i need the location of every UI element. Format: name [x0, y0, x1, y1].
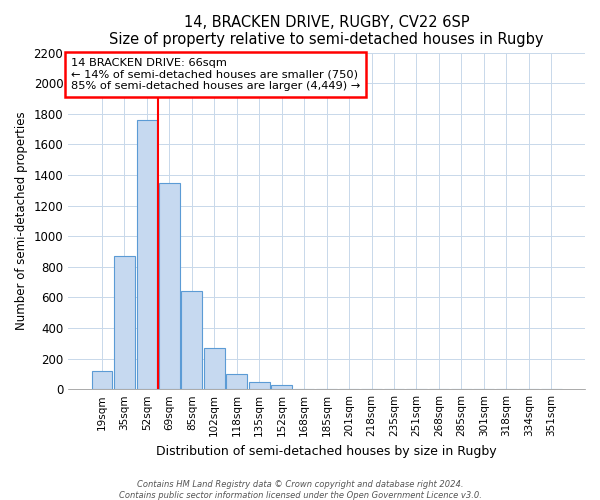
Bar — [114, 256, 135, 389]
Title: 14, BRACKEN DRIVE, RUGBY, CV22 6SP
Size of property relative to semi-detached ho: 14, BRACKEN DRIVE, RUGBY, CV22 6SP Size … — [109, 15, 544, 48]
Bar — [249, 382, 269, 389]
X-axis label: Distribution of semi-detached houses by size in Rugby: Distribution of semi-detached houses by … — [156, 444, 497, 458]
Bar — [204, 348, 224, 389]
Bar — [181, 290, 202, 389]
Bar — [226, 374, 247, 389]
Bar — [92, 371, 112, 389]
Bar — [159, 182, 179, 389]
Text: Contains HM Land Registry data © Crown copyright and database right 2024.
Contai: Contains HM Land Registry data © Crown c… — [119, 480, 481, 500]
Bar — [137, 120, 157, 389]
Bar — [271, 384, 292, 389]
Y-axis label: Number of semi-detached properties: Number of semi-detached properties — [15, 112, 28, 330]
Text: 14 BRACKEN DRIVE: 66sqm
← 14% of semi-detached houses are smaller (750)
85% of s: 14 BRACKEN DRIVE: 66sqm ← 14% of semi-de… — [71, 58, 360, 91]
